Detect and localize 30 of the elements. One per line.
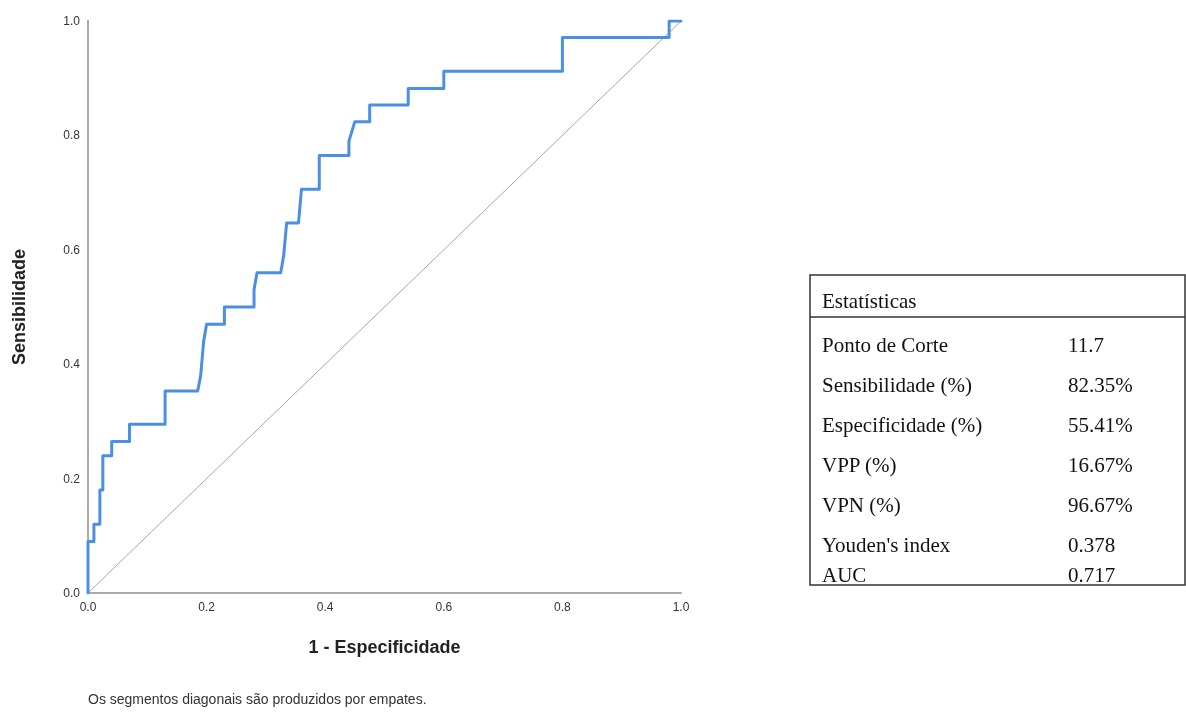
y-tick-label: 1.0 xyxy=(63,14,81,28)
x-axis-title: 1 - Especificidade xyxy=(308,637,461,657)
text: VPP (%) xyxy=(822,453,897,477)
x-tick-label: 0.8 xyxy=(554,600,572,614)
y-axis-title: Sensibilidade xyxy=(9,248,29,366)
x-tick-label: 0.2 xyxy=(198,600,216,614)
x-tick-label: 1.0 xyxy=(672,600,690,614)
text: 11.7 xyxy=(1068,333,1104,357)
text: Estatísticas xyxy=(822,289,917,313)
text: 96.67% xyxy=(1068,493,1133,517)
text: Youden's index xyxy=(822,533,951,557)
text: 82.35% xyxy=(1068,373,1133,397)
text: 0.717 xyxy=(1068,563,1116,587)
y-tick-label: 0.4 xyxy=(63,357,81,372)
y-tick-label: 0.0 xyxy=(63,586,81,600)
text: Especificidade (%) xyxy=(822,413,983,437)
text: 16.67% xyxy=(1068,453,1133,477)
x-tick-label: 0.4 xyxy=(316,600,334,614)
y-tick-label: 0.8 xyxy=(63,128,81,143)
text: 55.41% xyxy=(1068,413,1133,437)
text: VPN (%) xyxy=(822,493,901,517)
text: 0.378 xyxy=(1068,533,1116,557)
y-tick-label: 0.2 xyxy=(63,471,81,486)
x-tick-label: 0.6 xyxy=(435,600,453,614)
text: Ponto de Corte xyxy=(822,333,948,357)
text: Sensibilidade (%) xyxy=(822,373,972,397)
x-tick-label: 0.0 xyxy=(79,600,97,614)
text: AUC xyxy=(822,563,867,587)
y-tick-label: 0.6 xyxy=(63,242,81,257)
text: Os segmentos diagonais são produzidos por empates. xyxy=(88,691,427,707)
